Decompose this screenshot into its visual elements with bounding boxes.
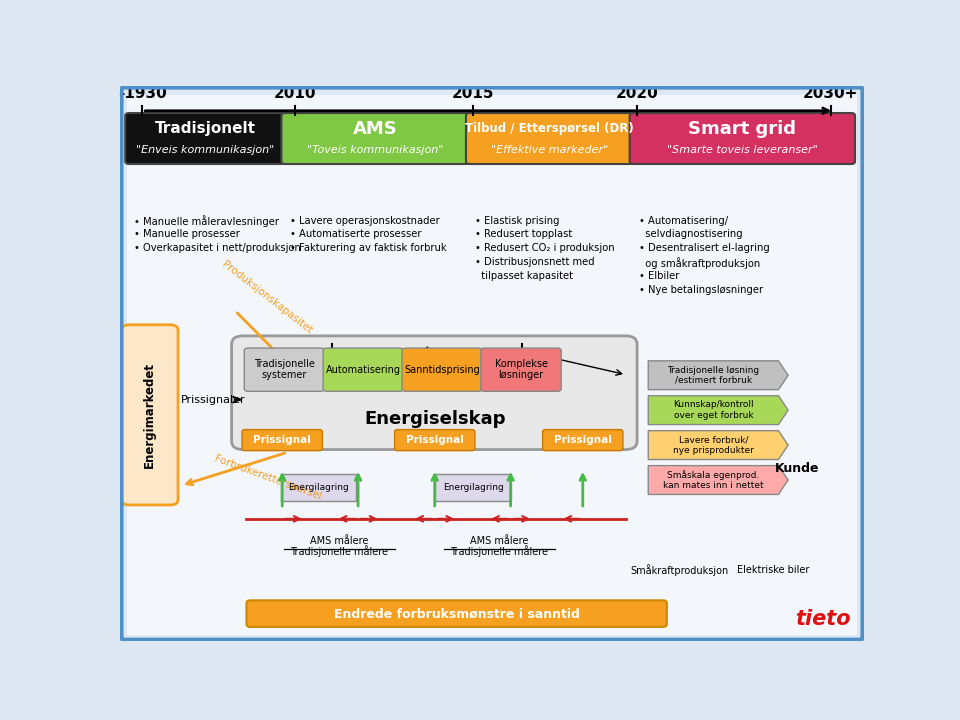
FancyBboxPatch shape [122, 325, 178, 505]
Text: Tradisjonelle målere: Tradisjonelle målere [291, 545, 389, 557]
FancyBboxPatch shape [242, 430, 323, 451]
Text: -1930: -1930 [118, 86, 167, 101]
Text: Energilagring: Energilagring [288, 483, 349, 492]
Text: 2030+: 2030+ [803, 86, 858, 101]
Text: • Redusert CO₂ i produksjon: • Redusert CO₂ i produksjon [475, 243, 614, 253]
Text: selvdiagnostisering: selvdiagnostisering [638, 230, 742, 240]
FancyBboxPatch shape [542, 430, 623, 451]
Text: • Desentralisert el-lagring: • Desentralisert el-lagring [638, 243, 769, 253]
Text: • Lavere operasjonskostnader: • Lavere operasjonskostnader [290, 215, 440, 225]
Text: 2010: 2010 [274, 86, 316, 101]
Text: tieto: tieto [795, 608, 851, 629]
Text: Tilbud / Etterspørsel (DR): Tilbud / Etterspørsel (DR) [466, 122, 634, 135]
Text: AMS: AMS [353, 120, 398, 138]
FancyBboxPatch shape [124, 89, 860, 638]
Polygon shape [648, 431, 788, 459]
Text: Tradisjonelle målere: Tradisjonelle målere [450, 545, 548, 557]
FancyBboxPatch shape [630, 113, 855, 164]
Text: Energimarkedet: Energimarkedet [143, 362, 156, 468]
FancyBboxPatch shape [395, 430, 475, 451]
Polygon shape [648, 466, 788, 495]
FancyBboxPatch shape [247, 600, 667, 627]
Text: 2015: 2015 [452, 86, 494, 101]
Text: Småkraftproduksjon: Småkraftproduksjon [631, 564, 729, 576]
Text: Prissignal: Prissignal [253, 435, 311, 445]
Text: Prissignal: Prissignal [406, 435, 464, 445]
FancyBboxPatch shape [466, 113, 634, 164]
Text: Prissignal: Prissignal [554, 435, 612, 445]
Text: "Enveis kommunikasjon": "Enveis kommunikasjon" [136, 145, 275, 155]
Text: • Distribusjonsnett med: • Distribusjonsnett med [475, 257, 594, 267]
Text: • Automatisering/: • Automatisering/ [638, 215, 728, 225]
Text: • Nye betalingsløsninger: • Nye betalingsløsninger [638, 285, 762, 295]
Text: Kunde: Kunde [775, 462, 819, 475]
Text: • Fakturering av faktisk forbruk: • Fakturering av faktisk forbruk [290, 243, 447, 253]
Text: og småkraftproduksjon: og småkraftproduksjon [638, 257, 759, 269]
Text: Energilagring: Energilagring [443, 483, 504, 492]
Text: "Toveis kommunikasjon": "Toveis kommunikasjon" [307, 145, 444, 155]
FancyBboxPatch shape [324, 348, 403, 391]
Text: Elektriske biler: Elektriske biler [737, 564, 809, 575]
FancyBboxPatch shape [244, 348, 324, 391]
Text: Automatisering: Automatisering [325, 365, 400, 374]
Text: "Effektive markeder": "Effektive markeder" [491, 145, 609, 155]
Text: "Smarte toveis leveranser": "Smarte toveis leveranser" [667, 145, 818, 155]
Polygon shape [648, 361, 788, 390]
Text: • Redusert topplast: • Redusert topplast [475, 230, 572, 240]
Text: Lavere forbruk/
nye prisprodukter: Lavere forbruk/ nye prisprodukter [673, 436, 754, 455]
Text: Tradisjonelle
systemer: Tradisjonelle systemer [254, 359, 315, 380]
Text: Prissignaler: Prissignaler [181, 395, 246, 405]
Text: • Manuelle prosesser: • Manuelle prosesser [134, 230, 240, 240]
Text: Smart grid: Smart grid [688, 120, 797, 138]
Text: • Elbiler: • Elbiler [638, 271, 679, 281]
Text: • Manuelle måleravlesninger: • Manuelle måleravlesninger [134, 215, 279, 228]
Text: Kunnskap/kontroll
over eget forbruk: Kunnskap/kontroll over eget forbruk [673, 400, 754, 420]
Text: Sanntidsprising: Sanntidsprising [404, 365, 480, 374]
FancyBboxPatch shape [128, 95, 856, 635]
FancyBboxPatch shape [481, 348, 562, 391]
Text: • Overkapasitet i nett/produksjon: • Overkapasitet i nett/produksjon [134, 243, 301, 253]
Text: Forbrukeretterspørsel: Forbrukeretterspørsel [213, 453, 323, 501]
Text: tilpasset kapasitet: tilpasset kapasitet [475, 271, 573, 281]
Text: Endrede forbruksmønstre i sanntid: Endrede forbruksmønstre i sanntid [334, 607, 580, 620]
Text: Tradisjonelt: Tradisjonelt [155, 121, 255, 136]
FancyBboxPatch shape [125, 113, 285, 164]
Text: Produksjonskapasitet: Produksjonskapasitet [221, 258, 315, 336]
Text: Komplekse
løsninger: Komplekse løsninger [494, 359, 547, 380]
Text: Småskala egenprod.
kan mates inn i nettet: Småskala egenprod. kan mates inn i nette… [663, 470, 763, 490]
FancyBboxPatch shape [280, 474, 356, 501]
Text: 2020: 2020 [615, 86, 659, 101]
FancyBboxPatch shape [281, 113, 469, 164]
Polygon shape [648, 396, 788, 425]
Text: • Automatiserte prosesser: • Automatiserte prosesser [290, 230, 421, 240]
FancyBboxPatch shape [231, 336, 637, 449]
FancyBboxPatch shape [402, 348, 482, 391]
Text: • Elastisk prising: • Elastisk prising [475, 215, 560, 225]
Text: AMS målere: AMS målere [470, 536, 529, 546]
FancyBboxPatch shape [436, 474, 511, 501]
Text: AMS målere: AMS målere [310, 536, 369, 546]
Text: Tradisjonelle løsning
/estimert forbruk: Tradisjonelle løsning /estimert forbruk [667, 366, 759, 385]
Text: Energiselskap: Energiselskap [364, 410, 506, 428]
